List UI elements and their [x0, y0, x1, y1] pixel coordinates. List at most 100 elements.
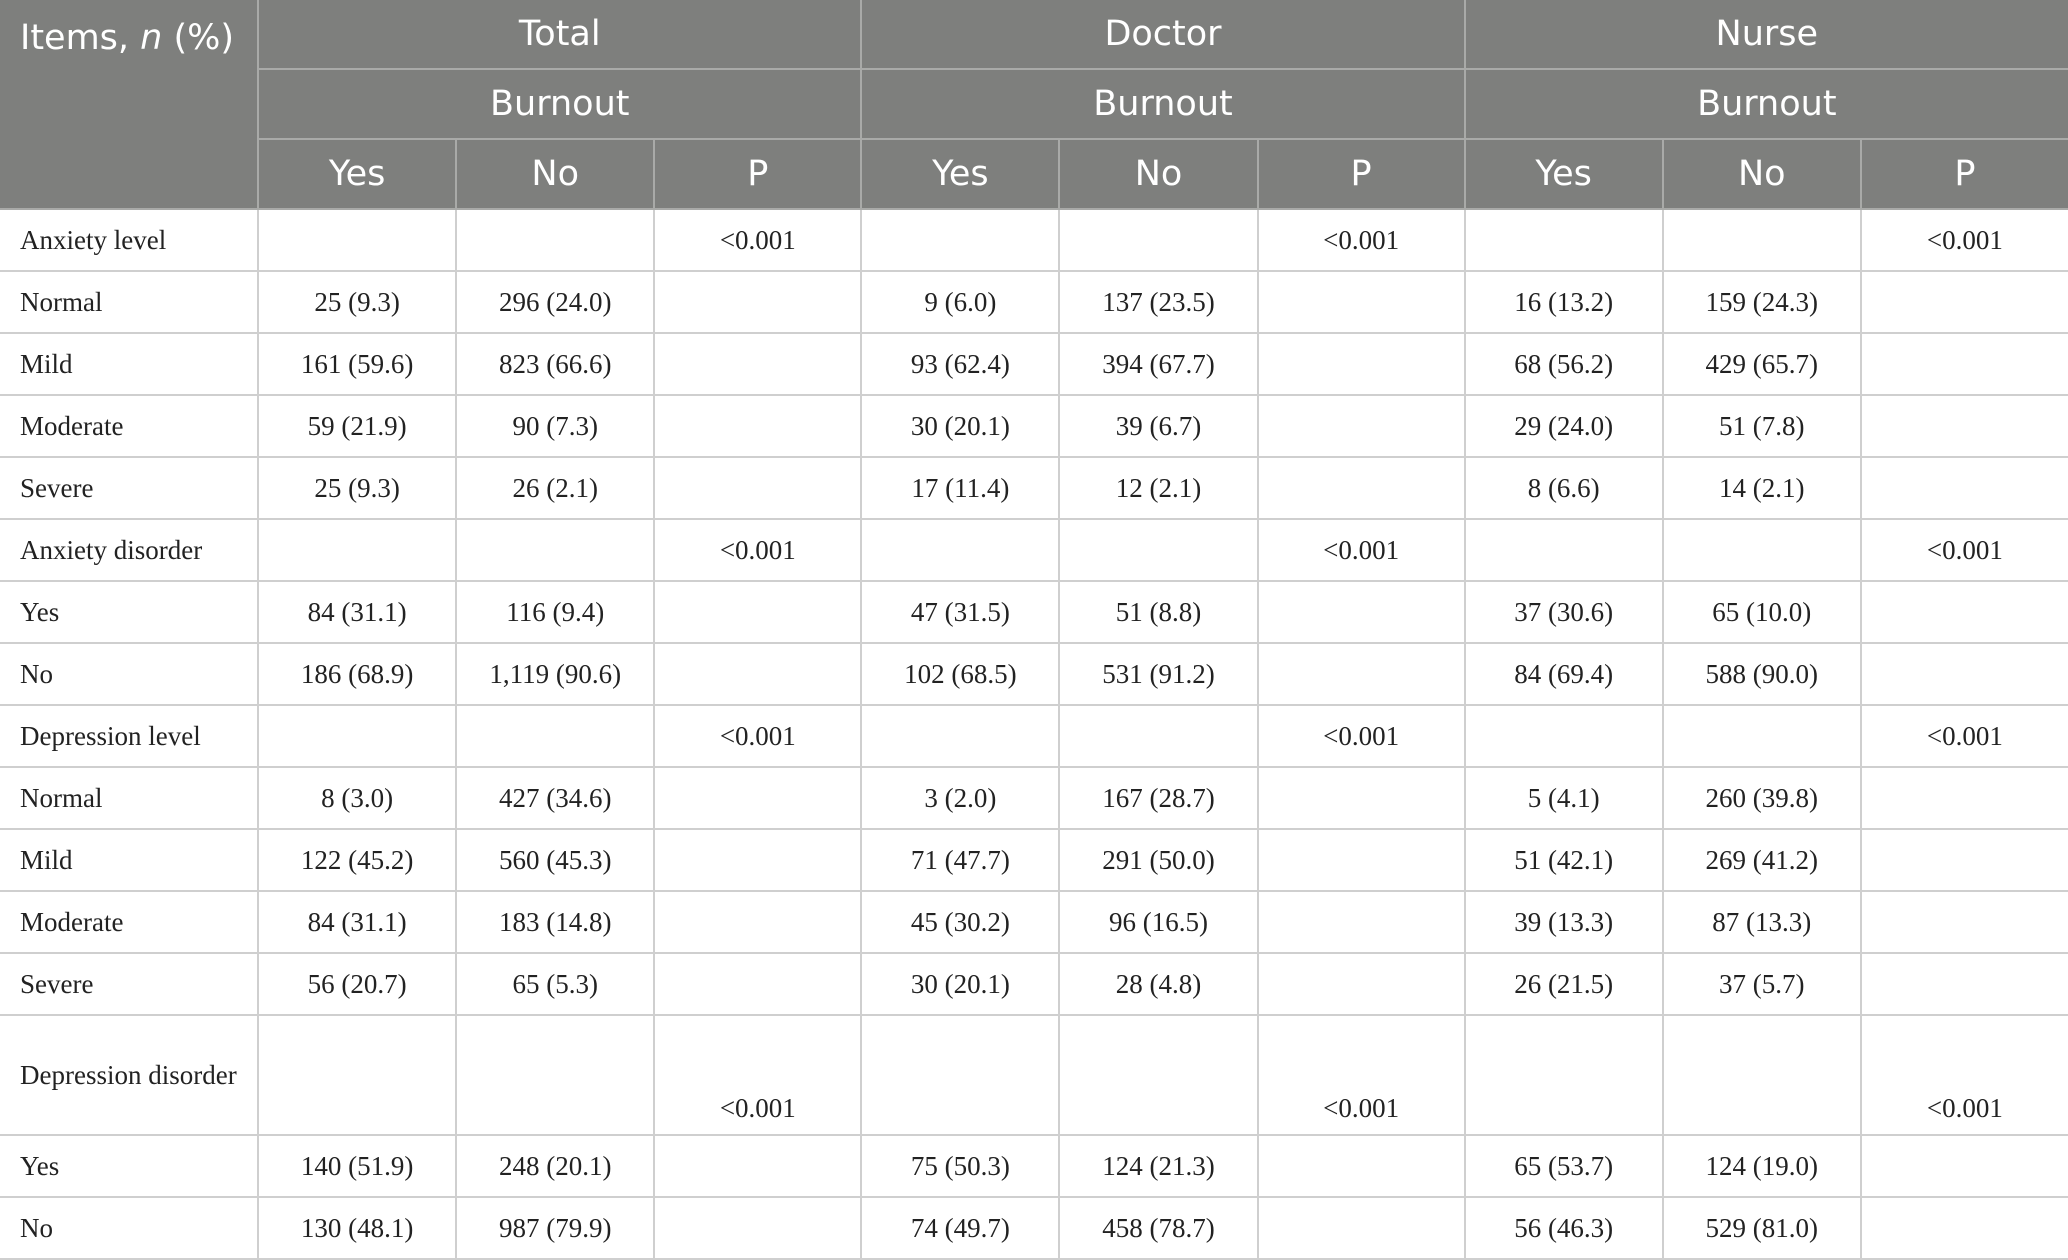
- row-label: Yes: [0, 580, 260, 644]
- table-cell: 30 (20.1): [860, 952, 1061, 1016]
- row-label: Depression level: [0, 704, 260, 768]
- table-row: Moderate 84 (31.1) 183 (14.8) 45 (30.2) 96 (…: [0, 890, 2068, 954]
- table-cell: [1463, 518, 1664, 582]
- table-cell: [1661, 704, 1862, 768]
- table-cell: [653, 642, 863, 706]
- table-cell: 560 (45.3): [455, 828, 656, 892]
- table-cell: [1859, 394, 2068, 458]
- table-cell: [1256, 890, 1466, 954]
- table-cell: [1256, 952, 1466, 1016]
- table-cell: 17 (11.4): [860, 456, 1061, 520]
- table-cell: <0.001: [1859, 704, 2068, 768]
- table-cell: [653, 394, 863, 458]
- table-cell: <0.001: [653, 704, 863, 768]
- table-row: Yes 140 (51.9) 248 (20.1) 75 (50.3) 124 (21.…: [0, 1134, 2068, 1198]
- table-cell: [860, 1014, 1061, 1136]
- table-cell: [1661, 208, 1862, 272]
- table-cell: [1256, 828, 1466, 892]
- table-cell: [1256, 1134, 1466, 1198]
- table-cell: 8 (6.6): [1463, 456, 1664, 520]
- table-cell: 39 (6.7): [1058, 394, 1259, 458]
- table-cell: [653, 270, 863, 334]
- table-cell: 39 (13.3): [1463, 890, 1664, 954]
- row-label: Anxiety level: [0, 208, 260, 272]
- table-row: Mild 122 (45.2) 560 (45.3) 71 (47.7) 291 (50…: [0, 828, 2068, 892]
- table-cell: [455, 208, 656, 272]
- table-cell: [1859, 270, 2068, 334]
- table-cell: 260 (39.8): [1661, 766, 1862, 830]
- col-header-p: P: [654, 139, 863, 210]
- row-label: Depression disorder: [0, 1014, 260, 1136]
- table-cell: 124 (19.0): [1661, 1134, 1862, 1198]
- table-cell: [257, 208, 458, 272]
- table-cell: [1058, 1014, 1259, 1136]
- table-cell: [860, 208, 1061, 272]
- table-cell: 186 (68.9): [257, 642, 458, 706]
- table-row: No 186 (68.9) 1,119 (90.6) 102 (68.5) 531 (9…: [0, 642, 2068, 706]
- table-cell: 84 (31.1): [257, 890, 458, 954]
- table-cell: [257, 518, 458, 582]
- table-cell: 26 (21.5): [1463, 952, 1664, 1016]
- table-cell: 183 (14.8): [455, 890, 656, 954]
- table-cell: 68 (56.2): [1463, 332, 1664, 396]
- table-cell: 5 (4.1): [1463, 766, 1664, 830]
- table-cell: [653, 456, 863, 520]
- table-cell: <0.001: [1859, 518, 2068, 582]
- col-header-yes: Yes: [1464, 139, 1664, 210]
- row-label: Severe: [0, 456, 260, 520]
- table-cell: 37 (30.6): [1463, 580, 1664, 644]
- table-cell: 12 (2.1): [1058, 456, 1259, 520]
- table-cell: <0.001: [1256, 1014, 1466, 1136]
- table-cell: [653, 580, 863, 644]
- table-cell: 427 (34.6): [455, 766, 656, 830]
- table-cell: [653, 332, 863, 396]
- table-cell: [455, 1014, 656, 1136]
- table-cell: [1859, 828, 2068, 892]
- row-label: No: [0, 642, 260, 706]
- table-cell: 25 (9.3): [257, 270, 458, 334]
- table-cell: [653, 766, 863, 830]
- table-cell: <0.001: [1859, 1014, 2068, 1136]
- col-header-yes: Yes: [861, 139, 1061, 210]
- table-cell: 65 (10.0): [1661, 580, 1862, 644]
- table-cell: 16 (13.2): [1463, 270, 1664, 334]
- table-cell: 161 (59.6): [257, 332, 458, 396]
- table-cell: [1859, 1196, 2068, 1260]
- table-cell: 140 (51.9): [257, 1134, 458, 1198]
- row-label: Mild: [0, 332, 260, 396]
- table-cell: 90 (7.3): [455, 394, 656, 458]
- table-cell: 296 (24.0): [455, 270, 656, 334]
- table-cell: 124 (21.3): [1058, 1134, 1259, 1198]
- col-header-p: P: [1257, 139, 1466, 210]
- table-cell: <0.001: [1256, 518, 1466, 582]
- table-row: Yes 84 (31.1) 116 (9.4) 47 (31.5) 51 (8.8) 37…: [0, 580, 2068, 644]
- table-cell: 84 (31.1): [257, 580, 458, 644]
- table-row: Normal 8 (3.0) 427 (34.6) 3 (2.0) 167 (28.7)…: [0, 766, 2068, 830]
- table-cell: <0.001: [653, 518, 863, 582]
- table-row: Depression disorder <0.001 <0.001 <0.001: [0, 1014, 2068, 1136]
- table-cell: 28 (4.8): [1058, 952, 1259, 1016]
- table-cell: 137 (23.5): [1058, 270, 1259, 334]
- table-cell: [1058, 208, 1259, 272]
- table-cell: [653, 1196, 863, 1260]
- table-row: Mild 161 (59.6) 823 (66.6) 93 (62.4) 394 (67…: [0, 332, 2068, 396]
- table-cell: 37 (5.7): [1661, 952, 1862, 1016]
- table-cell: 130 (48.1): [257, 1196, 458, 1260]
- group-header-total: Total: [258, 0, 863, 70]
- table-cell: <0.001: [1256, 704, 1466, 768]
- table-cell: 529 (81.0): [1661, 1196, 1862, 1260]
- table-cell: 3 (2.0): [860, 766, 1061, 830]
- table-cell: [1256, 1196, 1466, 1260]
- table-cell: 102 (68.5): [860, 642, 1061, 706]
- table-cell: 122 (45.2): [257, 828, 458, 892]
- table-cell: 45 (30.2): [860, 890, 1061, 954]
- col-header-p: P: [1860, 139, 2068, 210]
- table-cell: 71 (47.7): [860, 828, 1061, 892]
- table-cell: 1,119 (90.6): [455, 642, 656, 706]
- table-cell: [860, 704, 1061, 768]
- table-cell: [1463, 208, 1664, 272]
- table-cell: 588 (90.0): [1661, 642, 1862, 706]
- table-cell: 30 (20.1): [860, 394, 1061, 458]
- table-row: Anxiety disorder <0.001 <0.001 <0.001: [0, 518, 2068, 582]
- table-cell: [257, 1014, 458, 1136]
